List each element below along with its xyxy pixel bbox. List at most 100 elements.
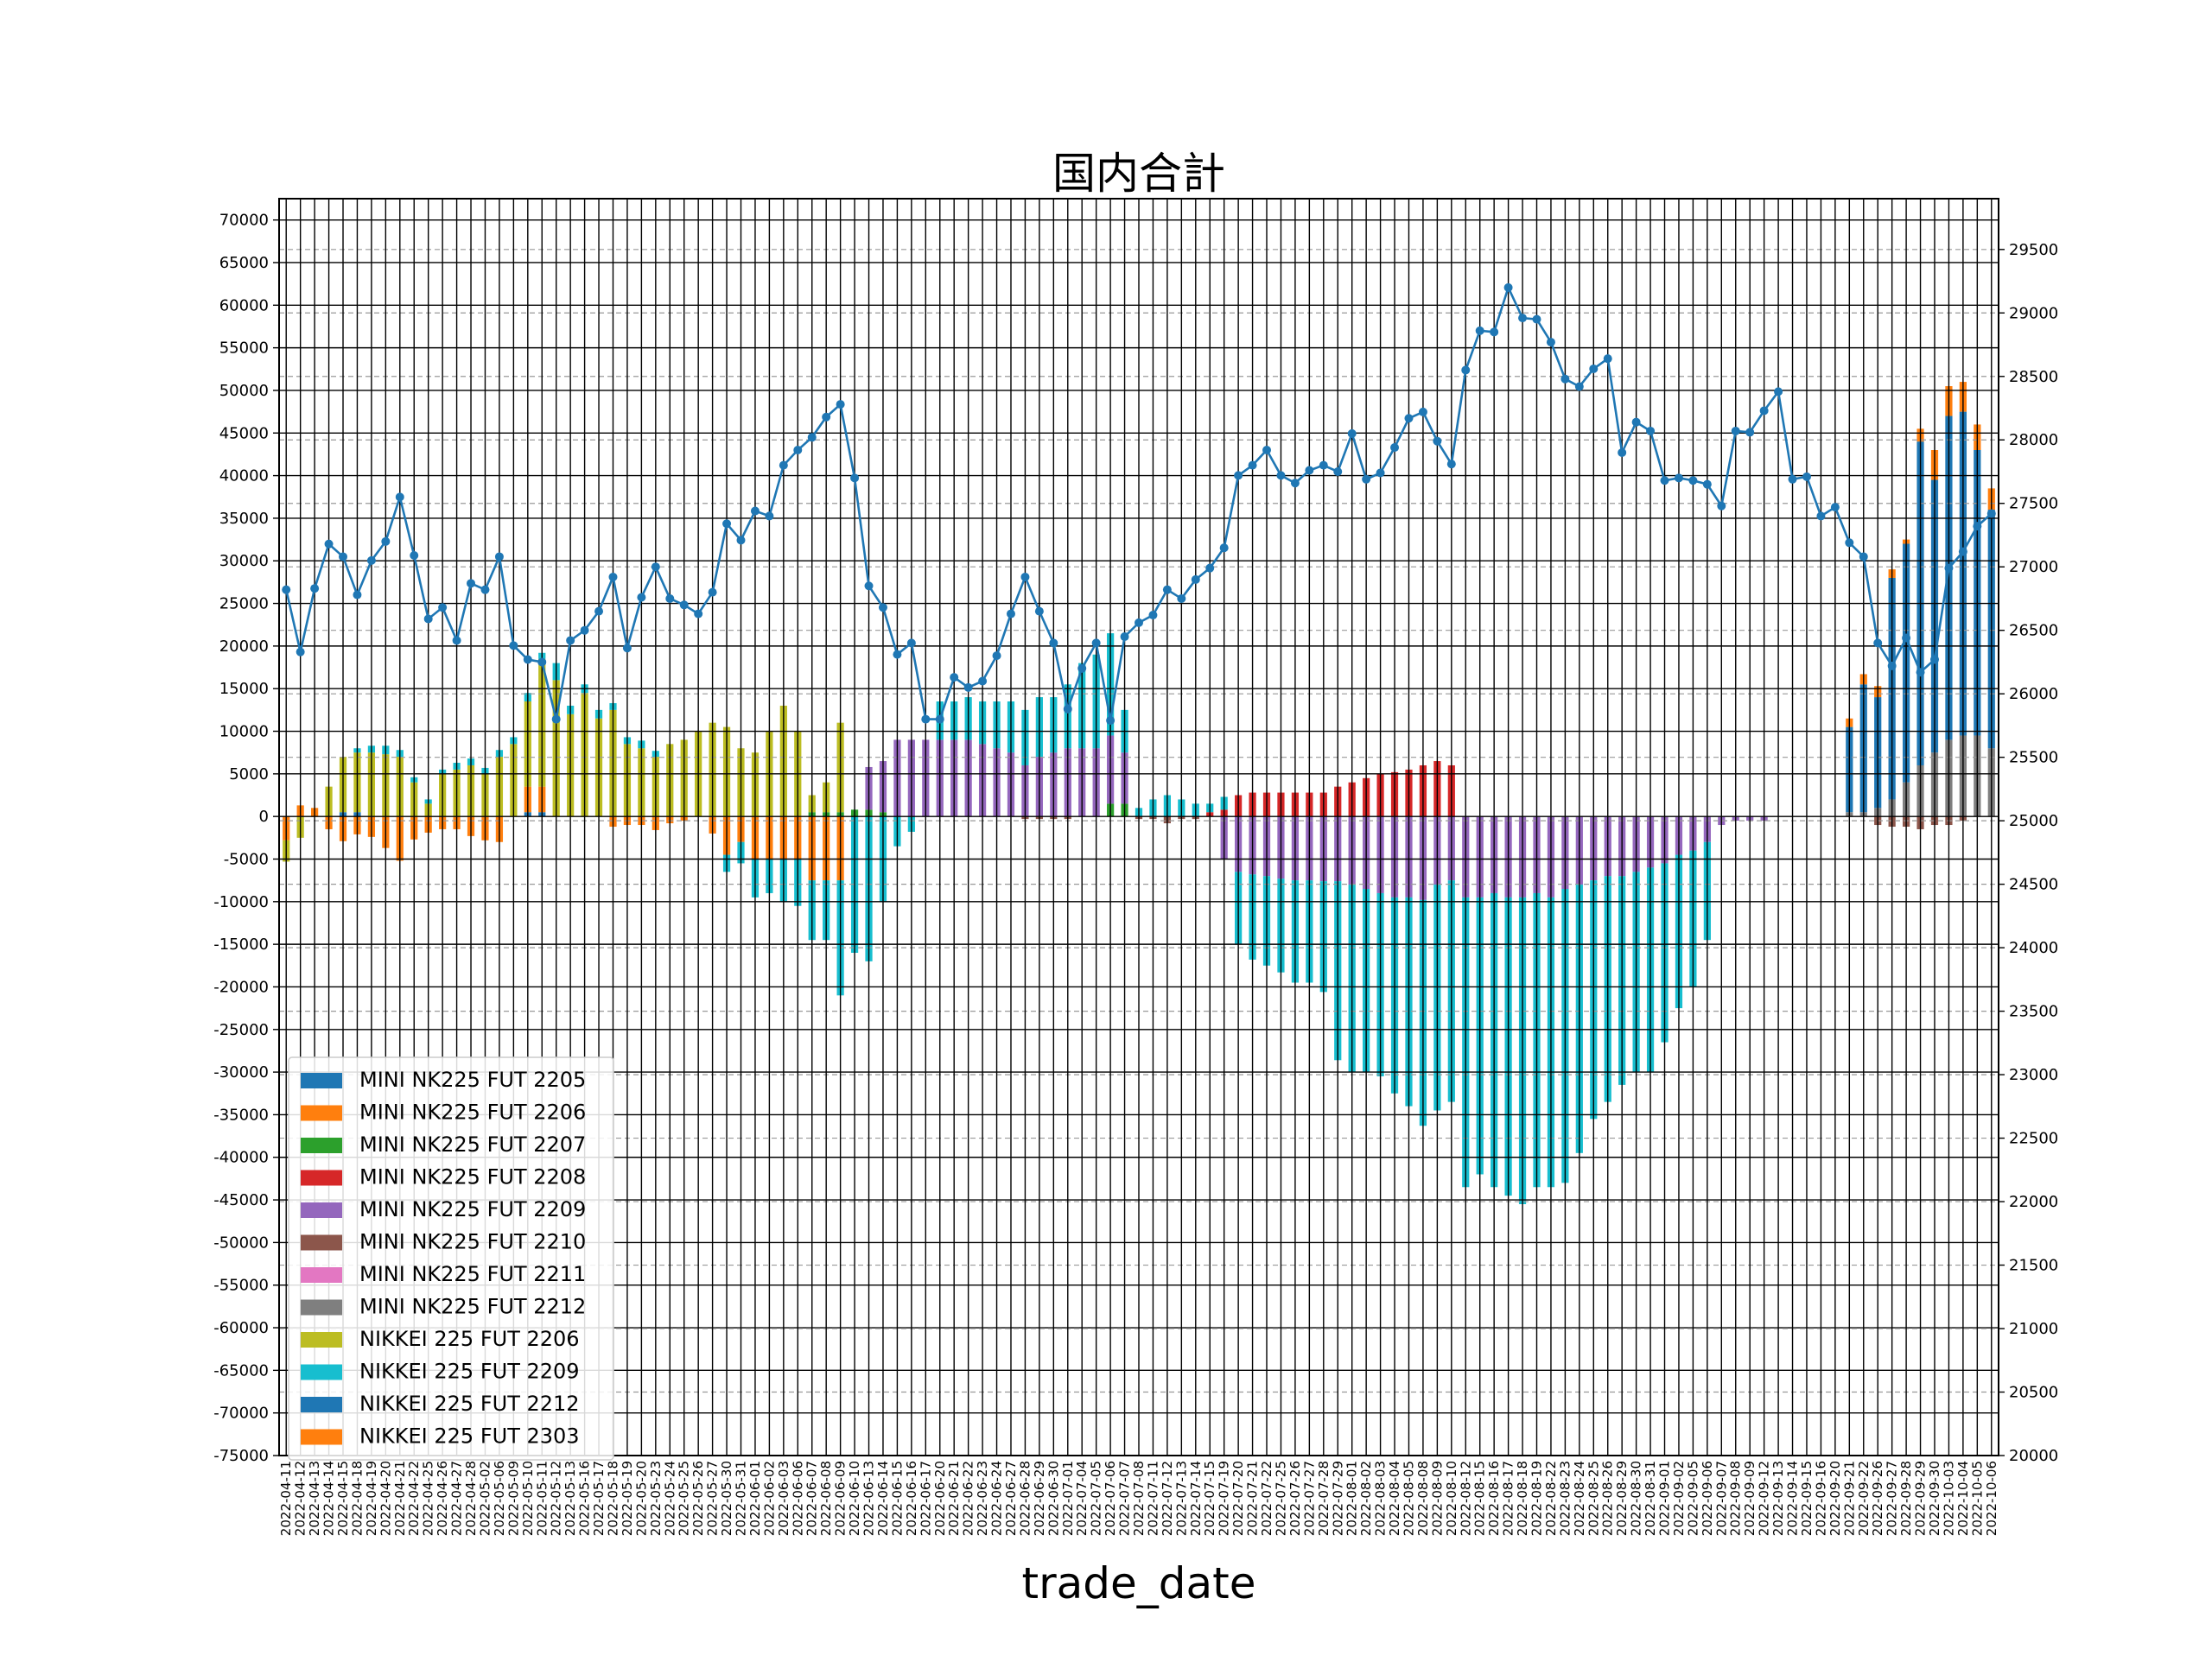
price-point-77	[1376, 468, 1385, 478]
price-point-120	[1986, 509, 1996, 518]
x-tick-label-29: 2022-05-26	[690, 1461, 706, 1536]
y-tick-label-15: -5000	[224, 850, 269, 868]
price-point-43	[893, 650, 902, 659]
y2-tick-label-16: 21500	[2009, 1257, 2058, 1275]
x-tick-label-44: 2022-06-16	[904, 1461, 919, 1536]
price-point-75	[1347, 428, 1357, 438]
price-point-45	[921, 714, 931, 724]
y-tick-label-29: -75000	[213, 1447, 269, 1465]
legend-swatch-2	[301, 1138, 342, 1153]
price-point-107	[1802, 472, 1811, 481]
price-point-110	[1845, 538, 1854, 548]
price-point-16	[509, 641, 518, 650]
x-tick-label-71: 2022-07-26	[1287, 1461, 1303, 1536]
price-point-49	[978, 676, 988, 686]
x-tick-label-79: 2022-08-05	[1401, 1461, 1416, 1536]
x-tick-label-6: 2022-04-19	[364, 1461, 379, 1536]
y-tick-label-10: 20000	[219, 638, 269, 656]
x-tick-label-53: 2022-06-29	[1032, 1461, 1047, 1536]
legend-label-7: MINI NK225 FUT 2212	[359, 1295, 586, 1319]
x-tick-label-36: 2022-06-06	[790, 1461, 805, 1536]
price-point-74	[1333, 466, 1343, 476]
price-point-5	[353, 590, 362, 599]
x-tick-label-94: 2022-08-29	[1614, 1461, 1630, 1536]
price-point-53	[1034, 606, 1044, 616]
y-tick-label-11: 15000	[219, 680, 269, 698]
price-point-90	[1560, 374, 1570, 384]
y2-tick-label-3: 28000	[2009, 431, 2058, 449]
x-tick-label-10: 2022-04-25	[421, 1461, 436, 1536]
y-tick-label-9: 25000	[219, 595, 269, 613]
legend-box	[288, 1056, 614, 1461]
y-tick-label-20: -30000	[213, 1063, 269, 1082]
x-tick-label-103: 2022-09-09	[1742, 1461, 1758, 1536]
y-tick-label-19: -25000	[213, 1021, 269, 1039]
x-tick-label-45: 2022-06-17	[918, 1461, 933, 1536]
price-point-118	[1958, 547, 1967, 556]
y-tick-label-6: 40000	[219, 467, 269, 485]
x-tick-label-77: 2022-08-03	[1373, 1461, 1389, 1536]
x-axis-ticks: 2022-04-112022-04-122022-04-132022-04-14…	[278, 1461, 1999, 1536]
x-tick-label-0: 2022-04-11	[278, 1461, 294, 1536]
price-point-83	[1461, 365, 1471, 375]
x-tick-label-13: 2022-04-28	[463, 1461, 479, 1536]
right-axis-ticks: 29500 29000 28500 28000 27500 27000 26500 26000…	[1999, 241, 2058, 1465]
price-point-70	[1276, 471, 1286, 480]
price-point-95	[1631, 417, 1641, 427]
price-point-82	[1446, 460, 1456, 469]
x-tick-label-61: 2022-07-11	[1145, 1461, 1160, 1536]
legend-swatch-3	[301, 1170, 342, 1186]
price-point-76	[1362, 474, 1371, 484]
x-tick-label-112: 2022-09-26	[1870, 1461, 1885, 1536]
price-point-21	[580, 625, 589, 635]
x-tick-label-59: 2022-07-07	[1117, 1461, 1133, 1536]
price-point-44	[906, 638, 916, 648]
price-point-47	[950, 673, 959, 682]
price-point-105	[1774, 387, 1783, 396]
y-tick-label-0: 70000	[219, 212, 269, 230]
y-tick-label-3: 55000	[219, 339, 269, 358]
price-point-103	[1745, 428, 1755, 437]
price-point-22	[594, 606, 604, 616]
x-tick-label-99: 2022-09-05	[1685, 1461, 1700, 1536]
price-point-112	[1873, 638, 1883, 648]
x-tick-label-62: 2022-07-12	[1160, 1461, 1175, 1536]
price-point-32	[736, 536, 746, 545]
price-point-100	[1702, 479, 1712, 489]
legend-swatch-1	[301, 1105, 342, 1121]
price-point-66	[1219, 543, 1229, 553]
price-point-35	[779, 460, 788, 470]
y2-tick-label-10: 24500	[2009, 876, 2058, 894]
price-point-15	[494, 552, 504, 561]
y2-tick-label-12: 23500	[2009, 1003, 2058, 1021]
price-point-98	[1674, 473, 1683, 483]
x-tick-label-56: 2022-07-04	[1074, 1461, 1090, 1536]
price-point-88	[1532, 314, 1541, 324]
price-point-50	[992, 651, 1001, 661]
x-tick-label-8: 2022-04-21	[392, 1461, 408, 1536]
x-tick-label-47: 2022-06-21	[946, 1461, 962, 1536]
x-tick-label-105: 2022-09-13	[1770, 1461, 1786, 1536]
price-point-25	[637, 593, 646, 602]
y-tick-label-18: -20000	[213, 978, 269, 996]
x-tick-label-87: 2022-08-18	[1515, 1461, 1530, 1536]
y-tick-label-26: -60000	[213, 1319, 269, 1337]
x-tick-label-66: 2022-07-19	[1217, 1461, 1232, 1536]
price-point-78	[1390, 443, 1400, 453]
price-point-40	[850, 473, 860, 483]
y2-tick-label-17: 21000	[2009, 1320, 2058, 1338]
legend-swatch-8	[301, 1332, 342, 1348]
x-tick-label-23: 2022-05-18	[605, 1461, 620, 1536]
price-point-79	[1404, 414, 1414, 423]
price-point-108	[1816, 511, 1826, 521]
x-tick-label-1: 2022-04-12	[293, 1461, 308, 1536]
x-tick-label-41: 2022-06-13	[861, 1461, 877, 1536]
price-point-59	[1120, 632, 1129, 642]
x-tick-label-88: 2022-08-19	[1529, 1461, 1545, 1536]
legend-swatch-10	[301, 1397, 342, 1412]
legend-label-8: NIKKEI 225 FUT 2206	[359, 1327, 580, 1351]
x-tick-label-4: 2022-04-15	[335, 1461, 351, 1536]
y-tick-label-17: -15000	[213, 936, 269, 954]
price-point-38	[822, 412, 831, 422]
y2-tick-label-2: 28500	[2009, 368, 2058, 386]
